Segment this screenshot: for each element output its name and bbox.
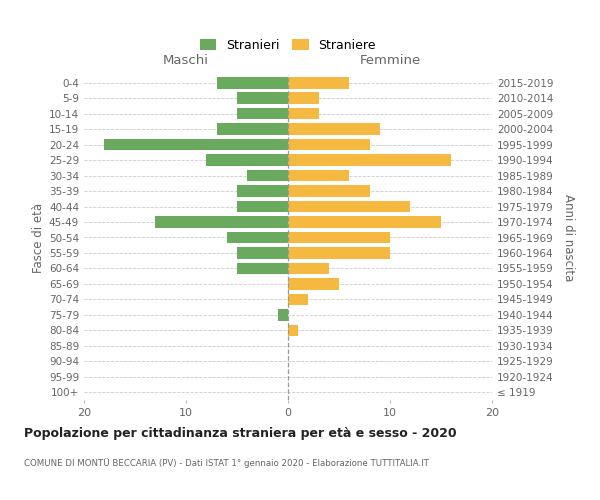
Bar <box>288 200 410 212</box>
Bar <box>237 92 288 104</box>
Bar <box>217 124 288 135</box>
Bar <box>237 108 288 120</box>
Bar <box>237 186 288 197</box>
Y-axis label: Fasce di età: Fasce di età <box>32 202 45 272</box>
Text: Popolazione per cittadinanza straniera per età e sesso - 2020: Popolazione per cittadinanza straniera p… <box>24 428 457 440</box>
Bar <box>104 139 288 150</box>
Bar <box>288 216 441 228</box>
Bar <box>288 124 380 135</box>
Text: Femmine: Femmine <box>359 54 421 67</box>
Bar <box>237 200 288 212</box>
Bar <box>288 154 451 166</box>
Bar <box>278 309 288 320</box>
Bar <box>288 324 298 336</box>
Bar <box>288 262 329 274</box>
Bar <box>237 247 288 259</box>
Bar <box>288 186 370 197</box>
Bar <box>288 294 308 305</box>
Bar <box>288 77 349 88</box>
Bar <box>288 278 339 289</box>
Bar <box>155 216 288 228</box>
Bar <box>288 247 390 259</box>
Bar <box>237 262 288 274</box>
Bar <box>217 77 288 88</box>
Bar <box>288 92 319 104</box>
Text: Maschi: Maschi <box>163 54 209 67</box>
Bar <box>247 170 288 181</box>
Bar <box>206 154 288 166</box>
Y-axis label: Anni di nascita: Anni di nascita <box>562 194 575 281</box>
Text: COMUNE DI MONTÜ BECCARIA (PV) - Dati ISTAT 1° gennaio 2020 - Elaborazione TUTTIT: COMUNE DI MONTÜ BECCARIA (PV) - Dati IST… <box>24 458 429 468</box>
Bar <box>288 232 390 243</box>
Bar <box>288 108 319 120</box>
Bar <box>227 232 288 243</box>
Bar <box>288 170 349 181</box>
Bar <box>288 139 370 150</box>
Legend: Stranieri, Straniere: Stranieri, Straniere <box>200 39 376 52</box>
